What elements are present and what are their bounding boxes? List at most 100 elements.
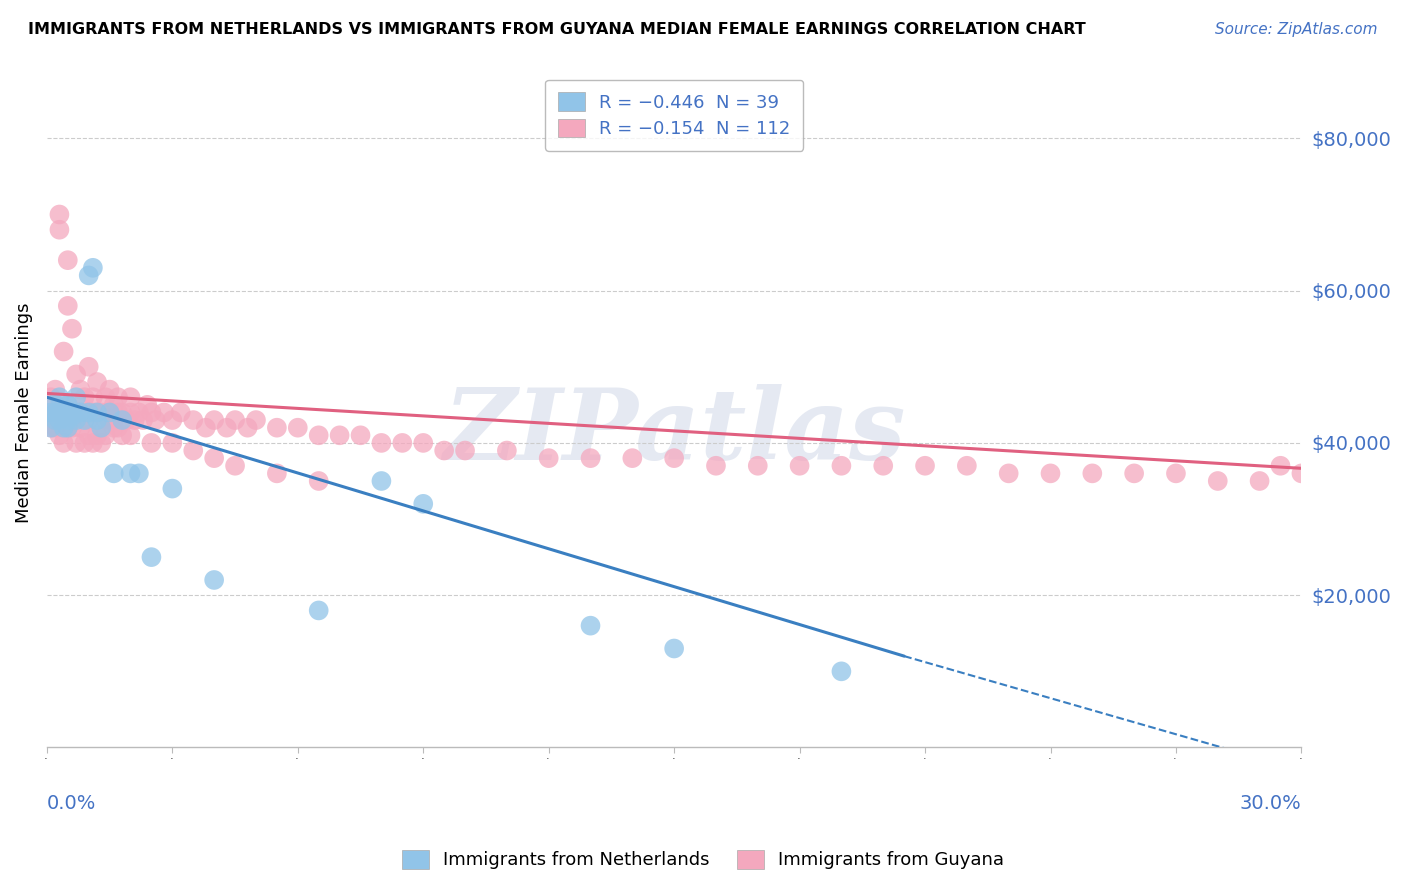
Point	[224, 458, 246, 473]
Point	[103, 413, 125, 427]
Point	[90, 405, 112, 419]
Point	[145, 413, 167, 427]
Point	[621, 451, 644, 466]
Point	[162, 482, 184, 496]
Legend: R = −0.446  N = 39, R = −0.154  N = 112: R = −0.446 N = 39, R = −0.154 N = 112	[546, 79, 803, 151]
Point	[496, 443, 519, 458]
Point	[329, 428, 352, 442]
Point	[349, 428, 371, 442]
Point	[69, 405, 91, 419]
Point	[1081, 467, 1104, 481]
Text: 30.0%: 30.0%	[1240, 795, 1302, 814]
Point	[1206, 474, 1229, 488]
Point	[412, 497, 434, 511]
Point	[141, 436, 163, 450]
Point	[69, 405, 91, 419]
Point	[120, 390, 142, 404]
Point	[98, 405, 121, 419]
Point	[56, 398, 79, 412]
Point	[662, 451, 685, 466]
Point	[830, 458, 852, 473]
Text: Source: ZipAtlas.com: Source: ZipAtlas.com	[1215, 22, 1378, 37]
Point	[82, 436, 104, 450]
Point	[60, 405, 83, 419]
Point	[141, 405, 163, 419]
Point	[86, 375, 108, 389]
Point	[1270, 458, 1292, 473]
Point	[107, 420, 129, 434]
Point	[872, 458, 894, 473]
Text: IMMIGRANTS FROM NETHERLANDS VS IMMIGRANTS FROM GUYANA MEDIAN FEMALE EARNINGS COR: IMMIGRANTS FROM NETHERLANDS VS IMMIGRANT…	[28, 22, 1085, 37]
Point	[60, 409, 83, 424]
Point	[82, 260, 104, 275]
Point	[128, 467, 150, 481]
Point	[65, 390, 87, 404]
Point	[86, 405, 108, 419]
Point	[391, 436, 413, 450]
Point	[914, 458, 936, 473]
Point	[433, 443, 456, 458]
Point	[236, 420, 259, 434]
Point	[115, 413, 138, 427]
Point	[132, 413, 155, 427]
Point	[56, 420, 79, 434]
Point	[1039, 467, 1062, 481]
Text: 0.0%: 0.0%	[46, 795, 96, 814]
Point	[579, 618, 602, 632]
Point	[56, 253, 79, 268]
Point	[77, 428, 100, 442]
Point	[77, 359, 100, 374]
Point	[73, 405, 96, 419]
Point	[181, 443, 204, 458]
Point	[245, 413, 267, 427]
Point	[44, 420, 66, 434]
Point	[370, 474, 392, 488]
Point	[48, 390, 70, 404]
Point	[370, 436, 392, 450]
Point	[56, 299, 79, 313]
Point	[202, 451, 225, 466]
Point	[124, 413, 146, 427]
Point	[1249, 474, 1271, 488]
Point	[956, 458, 979, 473]
Point	[86, 428, 108, 442]
Point	[224, 413, 246, 427]
Point	[1123, 467, 1146, 481]
Point	[48, 207, 70, 221]
Point	[747, 458, 769, 473]
Point	[111, 428, 134, 442]
Point	[39, 390, 62, 404]
Point	[94, 413, 117, 427]
Legend: Immigrants from Netherlands, Immigrants from Guyana: Immigrants from Netherlands, Immigrants …	[392, 841, 1014, 879]
Point	[65, 413, 87, 427]
Point	[48, 413, 70, 427]
Point	[98, 413, 121, 427]
Point	[537, 451, 560, 466]
Point	[44, 398, 66, 412]
Point	[111, 405, 134, 419]
Point	[39, 420, 62, 434]
Point	[44, 405, 66, 419]
Point	[44, 383, 66, 397]
Point	[82, 390, 104, 404]
Point	[39, 405, 62, 419]
Y-axis label: Median Female Earnings: Median Female Earnings	[15, 302, 32, 523]
Point	[107, 405, 129, 419]
Point	[86, 413, 108, 427]
Point	[82, 405, 104, 419]
Point	[60, 322, 83, 336]
Point	[48, 413, 70, 427]
Point	[181, 413, 204, 427]
Point	[73, 436, 96, 450]
Point	[120, 467, 142, 481]
Point	[830, 665, 852, 679]
Point	[579, 451, 602, 466]
Text: ZIPatlas: ZIPatlas	[443, 384, 905, 481]
Point	[77, 413, 100, 427]
Point	[94, 390, 117, 404]
Point	[308, 603, 330, 617]
Point	[77, 268, 100, 283]
Point	[39, 413, 62, 427]
Point	[48, 405, 70, 419]
Point	[136, 398, 159, 412]
